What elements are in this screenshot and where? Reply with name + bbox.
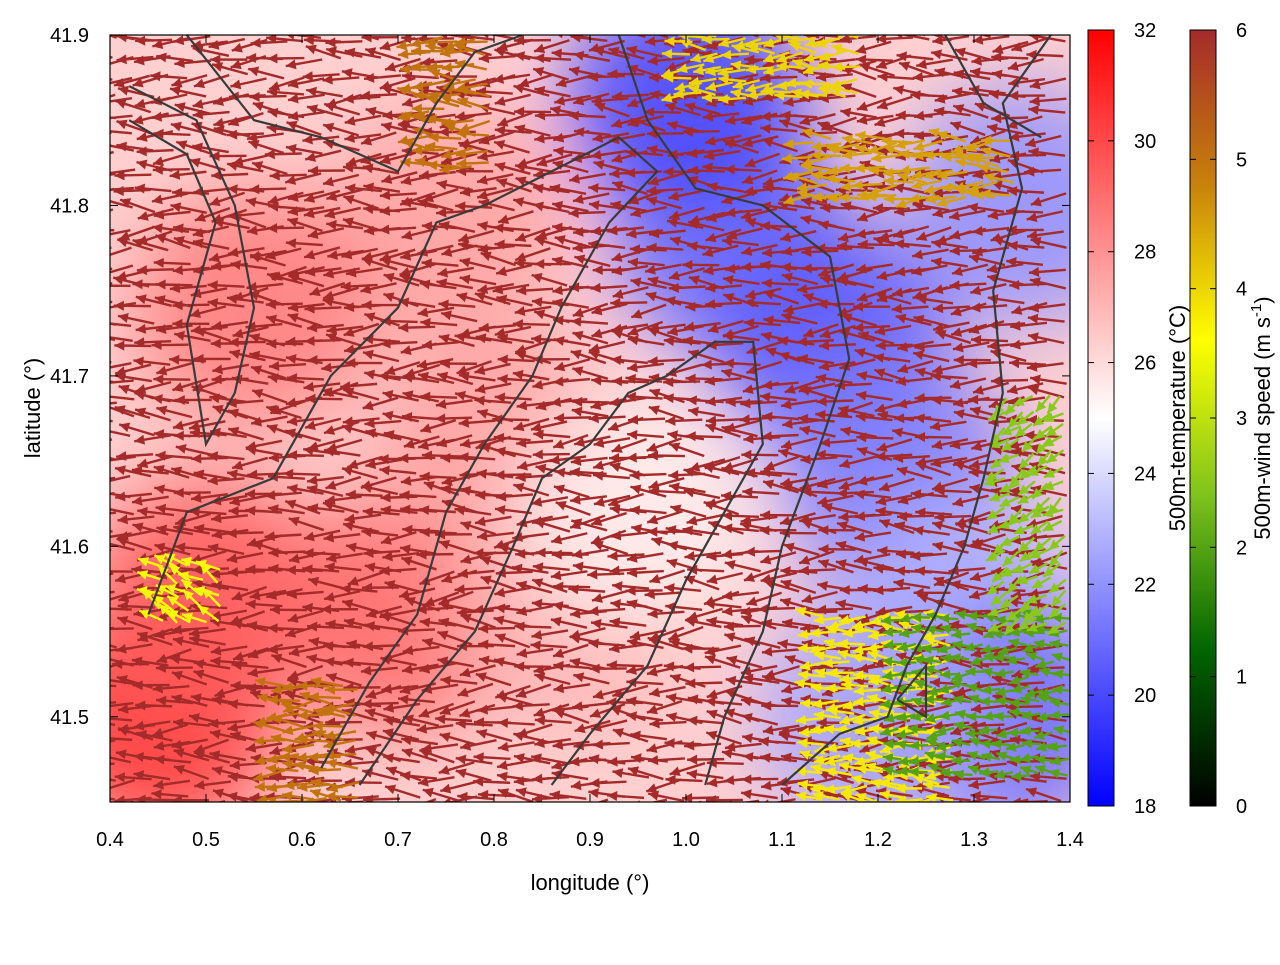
colorbar-tick-label: 18 [1134,796,1156,818]
wind-vector [78,760,115,770]
x-tick-label: 0.5 [192,829,220,851]
x-tick-label: 1.3 [960,829,988,851]
wind-vector [75,264,112,274]
colorbar-tick-label: 32 [1134,20,1156,42]
colorbar-tick-label: 4 [1236,279,1247,301]
x-tick-label: 1.0 [672,829,700,851]
wind-vector [666,802,702,813]
y-tick-label: 41.6 [50,536,89,558]
x-tick-label: 0.7 [384,829,412,851]
colorbar-tick-label: 5 [1236,149,1247,171]
wind-vector [724,23,759,37]
wind-label-superscript: -1 [1248,304,1265,317]
wind-vector [78,791,115,801]
colorbar-tick-label: 2 [1236,537,1247,559]
colorbar-tick-label: 24 [1134,463,1156,485]
x-tick-label: 0.4 [96,829,124,851]
wind-vector [76,411,112,421]
y-axis-label: latitude (°) [20,358,45,459]
x-tick-label: 1.4 [1056,829,1084,851]
colorbar-tick-label: 20 [1134,685,1156,707]
wind-vector [75,76,112,86]
colorbar-tick-label: 28 [1134,242,1156,264]
wind-vector [77,225,114,235]
wind-vector [75,603,112,613]
y-tick-label: 41.5 [50,707,89,729]
x-tick-label: 0.8 [480,829,508,851]
wind-vector [824,802,850,812]
x-axis-label: longitude (°) [531,870,650,895]
wind-vector [78,573,113,586]
wind-vector [79,447,114,460]
wind-vector [75,278,112,288]
x-tick-label: 1.1 [768,829,796,851]
x-tick-label: 0.6 [288,829,316,851]
colorbar-tick-label: 3 [1236,408,1247,430]
wind-vector [77,439,112,452]
x-tick-label: 1.2 [864,829,892,851]
wind-vector [189,801,225,812]
wind-vector [76,522,113,532]
wind-vector [76,293,113,303]
wind-vector [78,628,114,638]
colorbar-tick-label: 26 [1134,353,1156,375]
colorbar-tick-label: 6 [1236,20,1247,42]
wind-vector [98,802,133,814]
colorbar-tick-label: 30 [1134,131,1156,153]
wind-vector [289,802,325,814]
colorbar-tick-label: 22 [1134,574,1156,596]
wind-vector [75,126,112,136]
x-tick-label: 0.9 [576,829,604,851]
y-tick-label: 41.9 [50,25,89,47]
wind-label-main: 500m-wind speed (m s [1250,317,1275,540]
wind-vector [78,152,114,164]
wind-vector [78,491,115,501]
plot-area [38,0,1142,837]
y-tick-label: 41.7 [50,366,89,388]
colorbar-tick-label: 1 [1236,667,1247,689]
temperature-colorbar [1088,30,1114,806]
colorbar-tick-label: 0 [1236,796,1247,818]
y-tick-label: 41.8 [50,195,89,217]
wind-speed-colorbar-label: 500m-wind speed (m s-1) [1248,296,1275,539]
wind-vector [74,356,111,366]
wind-label-end: ) [1250,296,1275,303]
wind-vector [74,243,111,253]
wind-vector [76,51,113,61]
temperature-colorbar-label: 500m-temperature (°C) [1165,305,1190,531]
wind-vector [78,590,115,600]
